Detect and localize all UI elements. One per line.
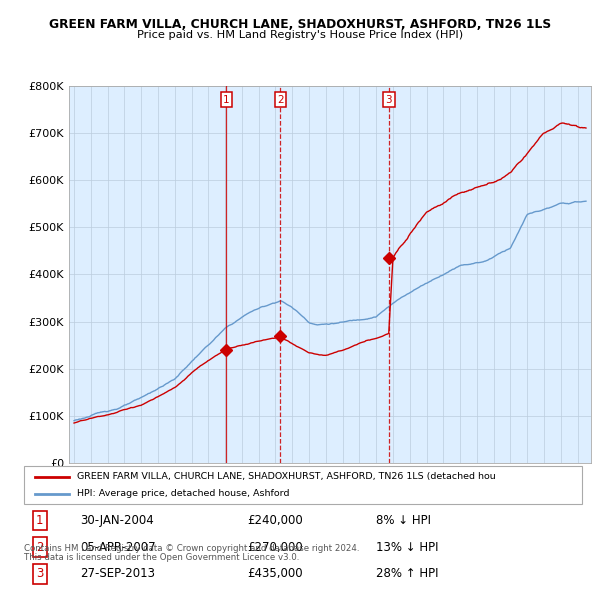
Text: 3: 3 <box>385 95 392 104</box>
Text: HPI: Average price, detached house, Ashford: HPI: Average price, detached house, Ashf… <box>77 489 290 498</box>
Text: 3: 3 <box>36 567 43 581</box>
Text: GREEN FARM VILLA, CHURCH LANE, SHADOXHURST, ASHFORD, TN26 1LS (detached hou: GREEN FARM VILLA, CHURCH LANE, SHADOXHUR… <box>77 473 496 481</box>
Text: Contains HM Land Registry data © Crown copyright and database right 2024.: Contains HM Land Registry data © Crown c… <box>24 544 359 553</box>
Text: 05-APR-2007: 05-APR-2007 <box>80 540 155 554</box>
Text: £270,000: £270,000 <box>247 540 303 554</box>
Text: 30-JAN-2004: 30-JAN-2004 <box>80 514 154 527</box>
Text: £240,000: £240,000 <box>247 514 303 527</box>
Text: 1: 1 <box>36 514 43 527</box>
Text: 28% ↑ HPI: 28% ↑ HPI <box>376 567 438 581</box>
Text: Price paid vs. HM Land Registry's House Price Index (HPI): Price paid vs. HM Land Registry's House … <box>137 30 463 40</box>
Text: This data is licensed under the Open Government Licence v3.0.: This data is licensed under the Open Gov… <box>24 553 299 562</box>
Text: 8% ↓ HPI: 8% ↓ HPI <box>376 514 431 527</box>
Text: £435,000: £435,000 <box>247 567 303 581</box>
Text: GREEN FARM VILLA, CHURCH LANE, SHADOXHURST, ASHFORD, TN26 1LS: GREEN FARM VILLA, CHURCH LANE, SHADOXHUR… <box>49 18 551 31</box>
Text: 2: 2 <box>277 95 284 104</box>
Text: 2: 2 <box>36 540 43 554</box>
Text: 13% ↓ HPI: 13% ↓ HPI <box>376 540 438 554</box>
Text: 27-SEP-2013: 27-SEP-2013 <box>80 567 155 581</box>
Text: 1: 1 <box>223 95 230 104</box>
FancyBboxPatch shape <box>24 466 582 504</box>
